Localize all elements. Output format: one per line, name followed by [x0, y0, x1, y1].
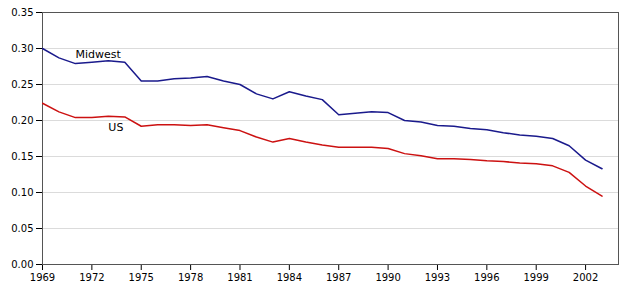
svg-text:0.00: 0.00	[11, 259, 33, 270]
svg-text:1975: 1975	[129, 272, 154, 283]
svg-text:1981: 1981	[227, 272, 252, 283]
svg-text:2002: 2002	[573, 272, 598, 283]
svg-text:0.25: 0.25	[11, 79, 33, 90]
svg-text:1972: 1972	[79, 272, 104, 283]
svg-text:0.30: 0.30	[11, 43, 33, 54]
svg-text:1999: 1999	[523, 272, 548, 283]
svg-text:1990: 1990	[375, 272, 400, 283]
svg-text:1996: 1996	[474, 272, 499, 283]
svg-text:US: US	[108, 121, 123, 134]
svg-text:1969: 1969	[30, 272, 55, 283]
svg-text:0.05: 0.05	[11, 223, 33, 234]
svg-text:0.15: 0.15	[11, 151, 33, 162]
svg-text:0.20: 0.20	[11, 115, 33, 126]
svg-text:1987: 1987	[326, 272, 351, 283]
svg-text:1993: 1993	[425, 272, 450, 283]
svg-text:1984: 1984	[277, 272, 302, 283]
svg-text:1978: 1978	[178, 272, 203, 283]
svg-text:0.35: 0.35	[11, 7, 33, 18]
svg-text:0.10: 0.10	[11, 187, 33, 198]
svg-text:Midwest: Midwest	[75, 48, 121, 61]
